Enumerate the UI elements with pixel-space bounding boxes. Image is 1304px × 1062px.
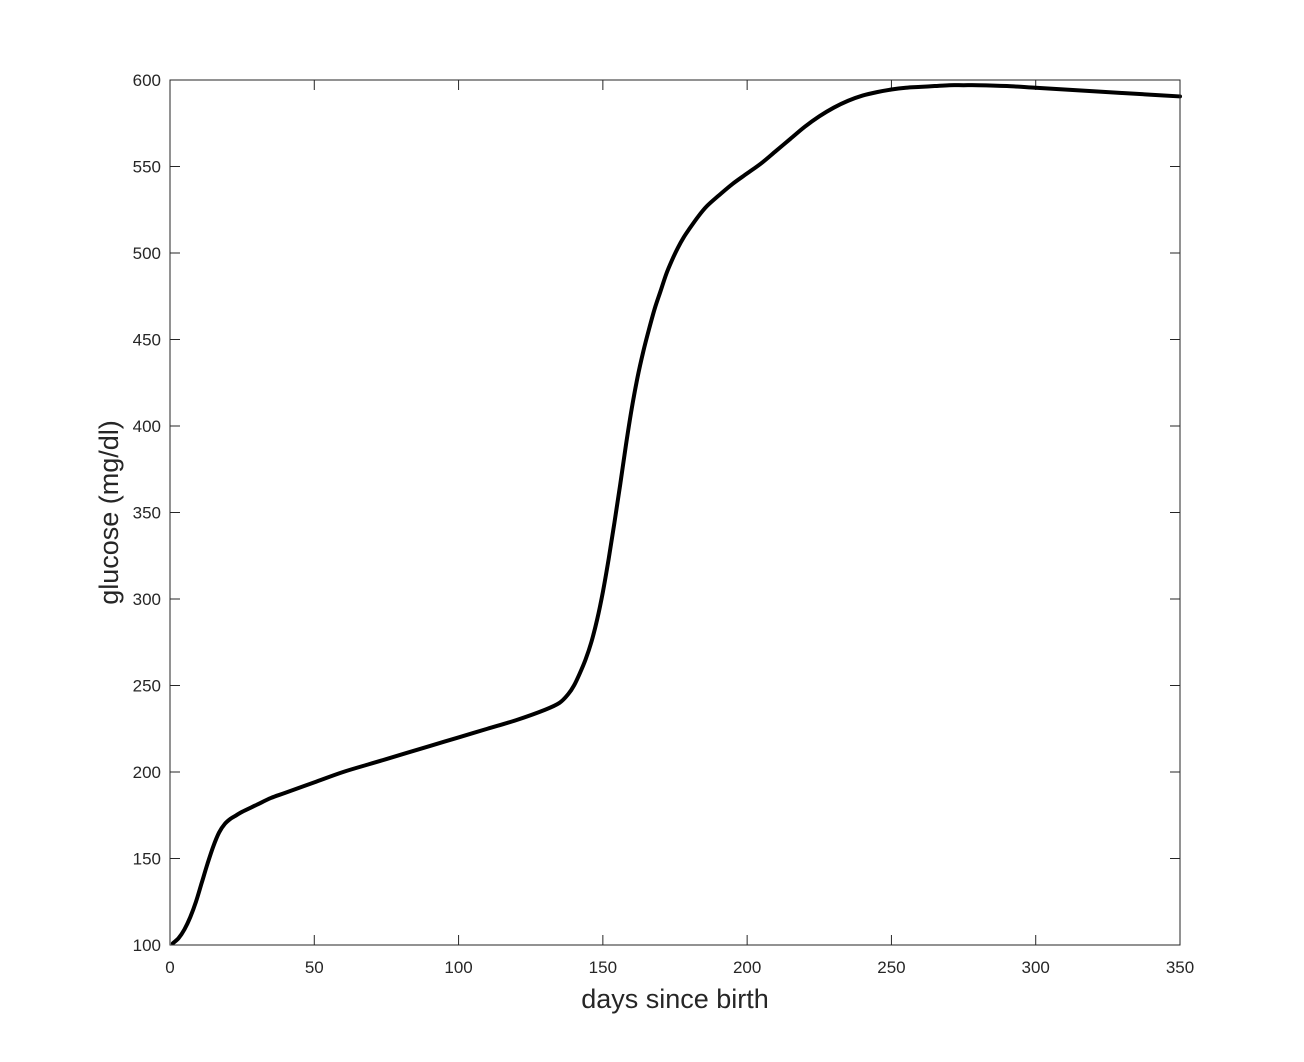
y-tick-label: 300 bbox=[133, 590, 161, 609]
y-tick-label: 600 bbox=[133, 71, 161, 90]
x-tick-label: 150 bbox=[589, 958, 617, 977]
x-axis-label: days since birth bbox=[581, 984, 769, 1014]
y-tick-label: 450 bbox=[133, 331, 161, 350]
x-tick-label: 0 bbox=[165, 958, 174, 977]
axes-box bbox=[169, 79, 1181, 946]
y-tick-label: 200 bbox=[133, 763, 161, 782]
x-tick-label: 350 bbox=[1166, 958, 1194, 977]
y-tick-label: 250 bbox=[133, 677, 161, 696]
plot-area bbox=[170, 83, 1182, 946]
x-tick-label: 300 bbox=[1022, 958, 1050, 977]
y-tick-label: 150 bbox=[133, 850, 161, 869]
y-axis-label: glucose (mg/dl) bbox=[94, 420, 124, 605]
y-tick-label: 100 bbox=[133, 936, 161, 955]
tick-marks bbox=[169, 79, 1181, 946]
x-tick-label: 50 bbox=[305, 958, 324, 977]
tick-labels: 0 50 100 150 200 250 300 350 100 150 200 250 300 350 4… bbox=[133, 71, 1195, 977]
y-tick-label: 550 bbox=[133, 158, 161, 177]
series-line-0 bbox=[170, 83, 1182, 946]
y-tick-label: 500 bbox=[133, 244, 161, 263]
y-tick-label: 400 bbox=[133, 417, 161, 436]
x-tick-label: 250 bbox=[877, 958, 905, 977]
y-tick-label: 350 bbox=[133, 504, 161, 523]
x-tick-label: 100 bbox=[444, 958, 472, 977]
x-tick-label: 200 bbox=[733, 958, 761, 977]
